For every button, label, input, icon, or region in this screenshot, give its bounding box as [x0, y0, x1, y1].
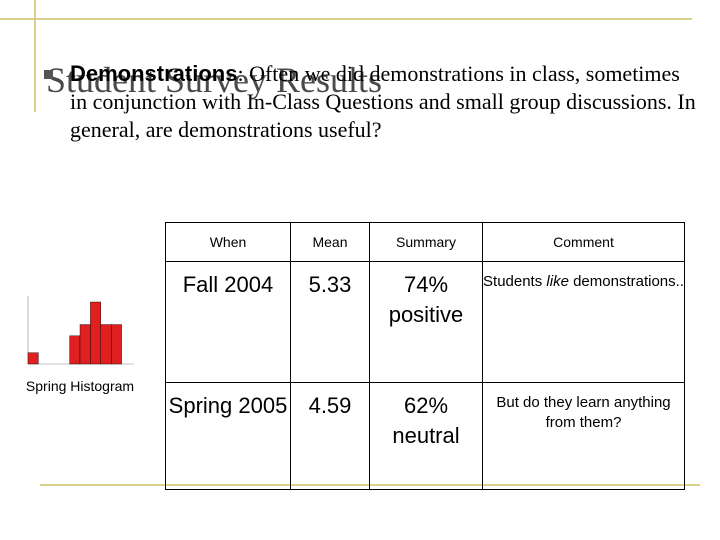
- header-comment: Comment: [482, 222, 685, 262]
- body-lead: Demonstrations: [70, 61, 238, 86]
- hist-bar: [27, 352, 39, 365]
- bullet-square-icon: [44, 70, 53, 79]
- slide-title: Student Survey Results: [46, 60, 383, 100]
- comment-pre: But do they learn anything from them?: [496, 394, 671, 431]
- hist-bar: [100, 324, 112, 365]
- cell-comment: Students like demonstrations..: [482, 261, 685, 383]
- decor-vertical-rule: [34, 0, 36, 112]
- decor-top-rule: [0, 18, 692, 20]
- hist-bar: [69, 335, 81, 365]
- cell-mean: 4.59: [290, 382, 370, 490]
- results-table: When Mean Summary Comment Fall 2004 5.33…: [165, 222, 685, 490]
- comment-em: like: [546, 273, 569, 290]
- cell-summary: 74% positive: [369, 261, 483, 383]
- slide-body: Demonstrations: Often we did demonstrati…: [70, 60, 700, 144]
- cell-summary: 62% neutral: [369, 382, 483, 490]
- cell-mean: 5.33: [290, 261, 370, 383]
- comment-pre: Students: [483, 273, 547, 290]
- hist-bar: [79, 324, 91, 365]
- histogram-label: Spring Histogram: [25, 378, 135, 394]
- hist-bar: [90, 301, 102, 365]
- header-summary: Summary: [369, 222, 483, 262]
- comment-post: demonstrations..: [568, 273, 684, 290]
- table-row: Fall 2004 5.33 74% positive Students lik…: [165, 261, 685, 383]
- header-mean: Mean: [290, 222, 370, 262]
- header-when: When: [165, 222, 291, 262]
- cell-comment: But do they learn anything from them?: [482, 382, 685, 490]
- cell-when: Fall 2004: [165, 261, 291, 383]
- hist-bar: [110, 324, 122, 365]
- body-rest: : Often we did demonstrations in class, …: [70, 61, 696, 142]
- table-row: Spring 2005 4.59 62% neutral But do they…: [165, 382, 685, 490]
- spring-histogram: [27, 296, 134, 365]
- cell-when: Spring 2005: [165, 382, 291, 490]
